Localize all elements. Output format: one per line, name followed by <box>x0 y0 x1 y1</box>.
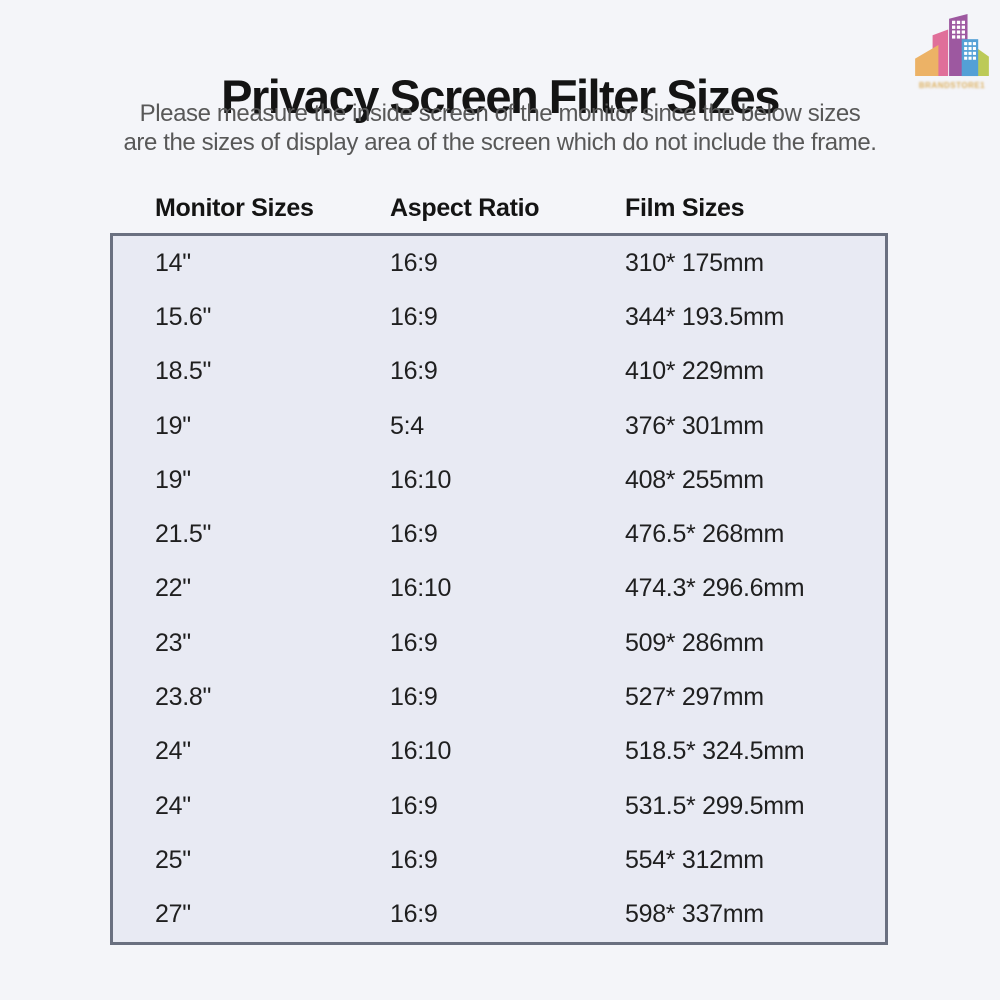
monitor-size-cell: 18.5" <box>155 357 212 386</box>
aspect-ratio-cell: 16:9 <box>390 683 438 712</box>
aspect-ratio-cell: 16:9 <box>390 248 438 277</box>
monitor-size-cell: 14" <box>155 248 191 277</box>
monitor-size-cell: 19" <box>155 411 191 440</box>
monitor-size-cell: 22" <box>155 574 191 603</box>
blue-building-windows <box>964 42 976 60</box>
purple-building-windows <box>952 20 966 39</box>
film-size-cell: 554* 312mm <box>625 846 764 875</box>
table-row: 15.6" 16:9 344* 193.5mm <box>113 290 885 344</box>
table-row: 24" 16:10 518.5* 324.5mm <box>113 725 885 779</box>
table-row: 23.8" 16:9 527* 297mm <box>113 670 885 724</box>
page-subtitle: Please measure the inside screen of the … <box>0 99 1000 157</box>
film-size-cell: 410* 229mm <box>625 357 764 386</box>
film-size-cell: 344* 193.5mm <box>625 302 784 331</box>
aspect-ratio-cell: 16:10 <box>390 465 452 494</box>
brand-text: BRANDSTORE1 <box>918 81 986 90</box>
page-title: Privacy Screen Filter Sizes <box>221 70 780 124</box>
film-size-cell: 527* 297mm <box>625 683 764 712</box>
table-row: 21.5" 16:9 476.5* 268mm <box>113 508 885 562</box>
monitor-size-cell: 27" <box>155 900 191 929</box>
monitor-size-cell: 19" <box>155 465 191 494</box>
aspect-ratio-cell: 16:9 <box>390 900 438 929</box>
header-film-sizes: Film Sizes <box>625 194 745 222</box>
orange-building-shape <box>915 45 939 77</box>
table-row: 22" 16:10 474.3* 296.6mm <box>113 562 885 616</box>
table-row: 25" 16:9 554* 312mm <box>113 833 885 887</box>
table-row: 24" 16:9 531.5* 299.5mm <box>113 779 885 833</box>
monitor-size-cell: 24" <box>155 737 191 766</box>
monitor-size-cell: 21.5" <box>155 520 212 549</box>
aspect-ratio-cell: 16:9 <box>390 357 438 386</box>
table-header-row: Monitor Sizes Aspect Ratio Film Sizes <box>110 194 888 223</box>
table-row: 18.5" 16:9 410* 229mm <box>113 345 885 399</box>
film-size-cell: 474.3* 296.6mm <box>625 574 805 603</box>
film-size-cell: 476.5* 268mm <box>625 520 784 549</box>
green-building-shape <box>975 46 989 77</box>
table-row: 19" 16:10 408* 255mm <box>113 453 885 507</box>
table-row: 19" 5:4 376* 301mm <box>113 399 885 453</box>
city-buildings-icon <box>915 13 989 77</box>
film-size-cell: 598* 337mm <box>625 900 764 929</box>
aspect-ratio-cell: 16:9 <box>390 302 438 331</box>
aspect-ratio-cell: 16:10 <box>390 737 452 766</box>
monitor-size-cell: 15.6" <box>155 302 212 331</box>
aspect-ratio-cell: 16:9 <box>390 520 438 549</box>
header-monitor-sizes: Monitor Sizes <box>155 194 314 222</box>
subtitle-line-2: are the sizes of display area of the scr… <box>123 129 877 156</box>
aspect-ratio-cell: 16:9 <box>390 846 438 875</box>
film-size-cell: 376* 301mm <box>625 411 764 440</box>
film-size-cell: 518.5* 324.5mm <box>625 737 805 766</box>
table-row: 14" 16:9 310* 175mm <box>113 236 885 290</box>
monitor-size-cell: 23.8" <box>155 683 212 712</box>
subtitle-line-1: Please measure the inside screen of the … <box>139 100 861 127</box>
aspect-ratio-cell: 5:4 <box>390 411 424 440</box>
size-table-body: 14" 16:9 310* 175mm 15.6" 16:9 344* 193.5mm 18… <box>110 233 888 945</box>
monitor-size-cell: 25" <box>155 846 191 875</box>
film-size-cell: 531.5* 299.5mm <box>625 791 805 820</box>
header-aspect-ratio: Aspect Ratio <box>390 194 540 222</box>
aspect-ratio-cell: 16:9 <box>390 628 438 657</box>
aspect-ratio-cell: 16:9 <box>390 791 438 820</box>
table-row: 23" 16:9 509* 286mm <box>113 616 885 670</box>
film-size-cell: 509* 286mm <box>625 628 764 657</box>
aspect-ratio-cell: 16:10 <box>390 574 452 603</box>
film-size-cell: 310* 175mm <box>625 248 764 277</box>
monitor-size-cell: 24" <box>155 791 191 820</box>
monitor-size-cell: 23" <box>155 628 191 657</box>
film-size-cell: 408* 255mm <box>625 465 764 494</box>
brand-logo: BRANDSTORE1 <box>912 12 992 90</box>
table-row: 27" 16:9 598* 337mm <box>113 888 885 942</box>
